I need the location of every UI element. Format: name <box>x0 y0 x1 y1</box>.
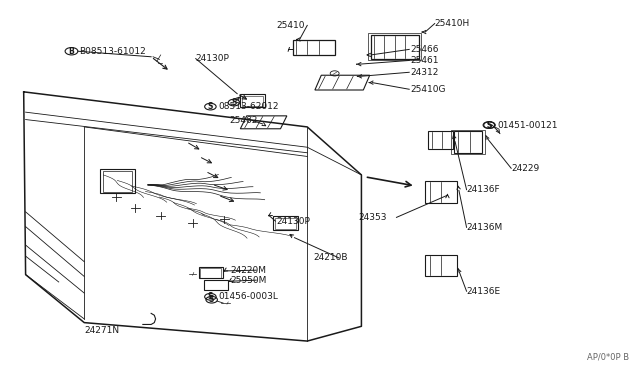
Bar <box>425 181 457 203</box>
Bar <box>369 33 421 60</box>
Bar <box>293 40 335 55</box>
Text: 25461: 25461 <box>410 56 439 65</box>
Bar <box>200 268 221 278</box>
Text: S: S <box>208 292 213 301</box>
Text: 25410: 25410 <box>276 21 305 30</box>
Text: 24271N: 24271N <box>84 326 119 335</box>
Text: 24130P: 24130P <box>196 54 230 63</box>
Text: 01456-0003L: 01456-0003L <box>218 292 278 301</box>
Text: AP/0*0P B: AP/0*0P B <box>587 352 629 361</box>
Text: 24220M: 24220M <box>231 266 267 275</box>
Text: 25410H: 25410H <box>435 19 470 28</box>
Text: 24136M: 24136M <box>467 223 503 232</box>
Text: 25950M: 25950M <box>231 276 267 285</box>
Bar <box>204 280 228 290</box>
Bar <box>243 96 262 106</box>
Text: 24312: 24312 <box>410 68 439 77</box>
Bar <box>425 255 457 276</box>
Text: S: S <box>209 295 214 304</box>
Text: 01451-00121: 01451-00121 <box>497 121 557 129</box>
Text: 24130P: 24130P <box>276 217 310 225</box>
Bar <box>241 94 264 108</box>
Text: 24136E: 24136E <box>467 287 500 296</box>
Bar <box>451 130 485 154</box>
Text: 25410G: 25410G <box>410 85 446 94</box>
Bar <box>273 216 298 230</box>
Bar <box>100 169 135 193</box>
Text: 24229: 24229 <box>511 164 540 173</box>
Bar <box>103 171 132 192</box>
Text: 24353: 24353 <box>358 213 387 222</box>
Text: 25462: 25462 <box>230 116 258 125</box>
Bar <box>275 218 296 229</box>
Bar <box>428 131 452 149</box>
Text: 25466: 25466 <box>410 45 439 54</box>
Text: S: S <box>487 121 492 129</box>
Text: S: S <box>231 98 237 107</box>
Text: 08513-62012: 08513-62012 <box>218 102 278 111</box>
Text: 24210B: 24210B <box>314 253 348 263</box>
Text: 24136F: 24136F <box>467 185 500 194</box>
Text: S: S <box>208 102 213 111</box>
Text: B08513-61012: B08513-61012 <box>79 47 146 56</box>
Text: S: S <box>486 121 492 129</box>
Bar <box>371 35 419 59</box>
Bar <box>199 267 223 278</box>
Bar <box>454 131 483 153</box>
Text: B: B <box>68 47 74 56</box>
